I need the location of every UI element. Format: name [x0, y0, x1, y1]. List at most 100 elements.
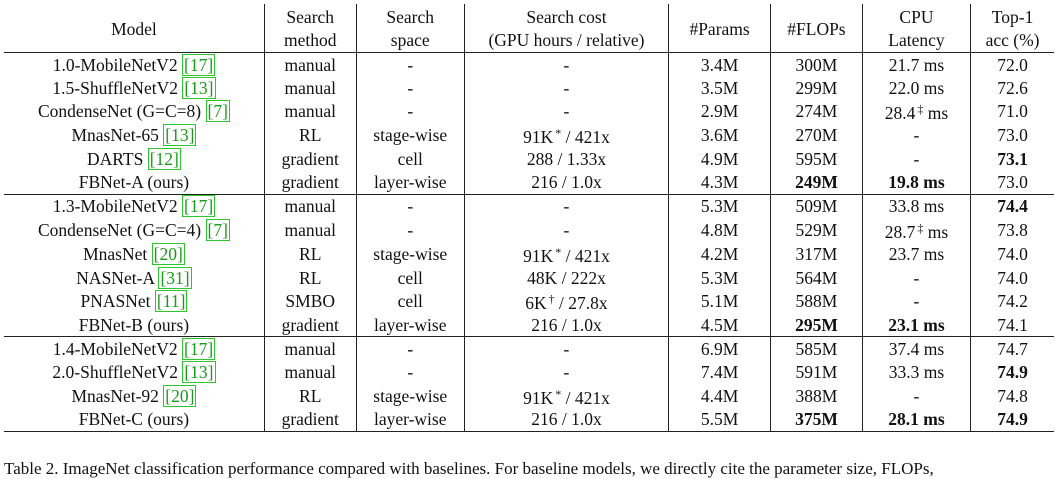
cell-top1-acc: 74.7: [970, 336, 1054, 361]
cell-search-cost: 91K * / 421x: [464, 383, 670, 408]
cell-params: 3.5M: [668, 76, 772, 100]
cell-top1-acc: 72.6: [997, 77, 1028, 98]
cell-top1-acc: 74.1: [997, 314, 1028, 335]
cell-top1-acc: 71.0: [997, 101, 1028, 122]
citation-link[interactable]: [12]: [147, 147, 181, 170]
citation-link[interactable]: [17]: [182, 195, 216, 218]
search-cost-value: -: [563, 219, 570, 240]
cell-search-space: -: [356, 193, 465, 218]
cell-params: 6.9M: [668, 336, 772, 361]
cell-search-cost: 48K / 222x: [464, 265, 670, 290]
search-cost-value: 6K: [525, 293, 547, 314]
cell-top1-acc: 74.0: [997, 267, 1028, 288]
search-cost-value: -: [563, 196, 570, 217]
citation-link[interactable]: [13]: [182, 76, 216, 99]
latency-value: -: [913, 125, 920, 146]
citation-link[interactable]: [17]: [182, 53, 216, 76]
header-flops: #FLOPs: [770, 4, 863, 53]
search-cost-footnote-mark: *: [555, 244, 562, 259]
citation-link[interactable]: [7]: [205, 100, 230, 123]
search-cost-footnote-mark: *: [555, 386, 562, 401]
search-cost-relative: / 27.8x: [554, 293, 608, 314]
cell-model: FBNet-B (ours): [4, 313, 265, 337]
citation-link[interactable]: [31]: [158, 266, 192, 289]
cell-search-method: manual: [264, 360, 357, 384]
cell-top1-acc: 73.0: [997, 172, 1028, 193]
table-row: FBNet-A (ours) gradient layer-wise 216 / 1.…: [4, 170, 1054, 195]
cell-params: 5.3M: [668, 193, 772, 218]
search-cost-relative: / 421x: [561, 245, 610, 266]
latency-value: -: [913, 148, 920, 169]
cell-search-space: layer-wise: [356, 170, 465, 195]
cell-params: 4.9M: [668, 147, 772, 171]
cell-cpu-latency: 23.7 ms: [862, 241, 972, 266]
model-name: 2.0-ShuffleNetV2: [52, 362, 183, 383]
latency-value: 28.7: [884, 221, 916, 242]
header-search-cost-line2: (GPU hours / relative): [464, 28, 670, 53]
table-row: 1.3-MobileNetV2 [17] manual - -5.3M 509M 33.8…: [4, 193, 1054, 218]
citation-link[interactable]: [20]: [163, 384, 197, 407]
search-cost-value: 216 / 1.0x: [531, 314, 602, 335]
header-cpu-latency-line2: Latency: [862, 28, 972, 53]
latency-footnote-mark: ‡: [917, 102, 924, 117]
header-search-cost-line1: Search cost: [464, 4, 670, 28]
table-row: CondenseNet (G=C=8) [7] manual - -2.9M 274M 2…: [4, 99, 1054, 124]
citation-link[interactable]: [20]: [151, 242, 185, 265]
search-cost-value: 288 / 1.33x: [526, 148, 607, 169]
model-name: CondenseNet (G=C=4): [38, 219, 206, 240]
header-top1-line2: acc (%): [970, 28, 1054, 53]
cell-model: PNASNet [11]: [4, 289, 265, 314]
cell-top1-acc: 73.1: [997, 148, 1028, 169]
citation-link[interactable]: [13]: [163, 124, 197, 147]
latency-value: 28.4: [884, 103, 916, 124]
search-cost-value: 216 / 1.0x: [531, 409, 602, 430]
cell-model: FBNet-C (ours): [4, 407, 265, 432]
cell-params: 4.3M: [668, 170, 772, 195]
search-cost-value: 91K: [523, 387, 554, 408]
cell-search-method: gradient: [264, 147, 357, 171]
cell-top1-acc: 73.8: [997, 219, 1028, 240]
model-name: PNASNet: [80, 291, 155, 312]
citation-link[interactable]: [13]: [182, 361, 216, 384]
cell-search-method: RL: [264, 265, 357, 290]
header-top1-line1: Top-1: [991, 7, 1034, 27]
cell-search-method: gradient: [264, 170, 357, 195]
latency-value: 28.1 ms: [888, 409, 945, 430]
model-name: 1.5-ShuffleNetV2: [52, 77, 183, 98]
header-params: #Params: [668, 4, 772, 53]
cell-flops: 595M: [770, 147, 863, 171]
cell-model: 1.5-ShuffleNetV2 [13]: [4, 76, 265, 100]
cell-params: 3.6M: [668, 123, 772, 148]
search-cost-value: -: [563, 338, 570, 359]
table-row: FBNet-B (ours) gradient layer-wise 216 / 1.…: [4, 313, 1054, 337]
cell-model: 1.4-MobileNetV2 [17]: [4, 336, 265, 361]
table-row: CondenseNet (G=C=4) [7] manual - -4.8M 529M 2…: [4, 217, 1054, 242]
table-row: FBNet-C (ours) gradient layer-wise 216 / 1.…: [4, 407, 1054, 432]
cell-flops: 295M: [770, 313, 863, 337]
table-row: MnasNet-65 [13] RL stage-wise 91K * / 421x 3.…: [4, 123, 1054, 148]
citation-link[interactable]: [17]: [182, 337, 216, 360]
citation-link[interactable]: [11]: [154, 290, 188, 313]
cell-search-method: RL: [264, 241, 357, 266]
paper-table-figure: Model Search Search Search cost #Params …: [4, 4, 1054, 478]
cell-flops: 529M: [770, 217, 863, 242]
cell-cpu-latency: 23.1 ms: [862, 313, 972, 337]
search-cost-value: 91K: [523, 245, 554, 266]
model-name: MnasNet-65: [71, 125, 164, 146]
model-name: FBNet-A (ours): [78, 172, 190, 193]
cell-search-cost: -: [464, 76, 670, 100]
citation-link[interactable]: [7]: [205, 218, 230, 241]
cell-top1-acc: 74.4: [970, 193, 1054, 218]
cell-search-cost: 288 / 1.33x: [464, 147, 670, 171]
model-name: 1.3-MobileNetV2: [52, 196, 183, 217]
cell-cpu-latency: 28.1 ms: [862, 407, 972, 432]
model-name: FBNet-C (ours): [78, 409, 190, 430]
cell-search-space: layer-wise: [356, 313, 465, 337]
latency-value: -: [913, 291, 920, 312]
cell-search-method: manual: [264, 217, 357, 242]
latency-footnote-mark: ‡: [917, 220, 924, 235]
model-name: 1.0-MobileNetV2: [52, 54, 183, 75]
latency-value: 23.7 ms: [888, 243, 945, 264]
cell-model: FBNet-A (ours): [4, 170, 265, 195]
cell-model: 1.3-MobileNetV2 [17]: [4, 193, 265, 218]
